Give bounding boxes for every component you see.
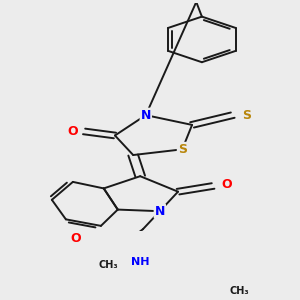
Text: N: N — [154, 205, 165, 218]
Text: O: O — [68, 125, 78, 138]
Text: N: N — [141, 109, 151, 122]
Text: CH₃: CH₃ — [98, 260, 118, 270]
Text: CH₃: CH₃ — [230, 286, 250, 296]
Text: O: O — [70, 232, 81, 244]
Text: S: S — [242, 109, 251, 122]
Text: S: S — [178, 143, 187, 156]
Text: NH: NH — [131, 257, 149, 267]
Text: O: O — [222, 178, 232, 191]
